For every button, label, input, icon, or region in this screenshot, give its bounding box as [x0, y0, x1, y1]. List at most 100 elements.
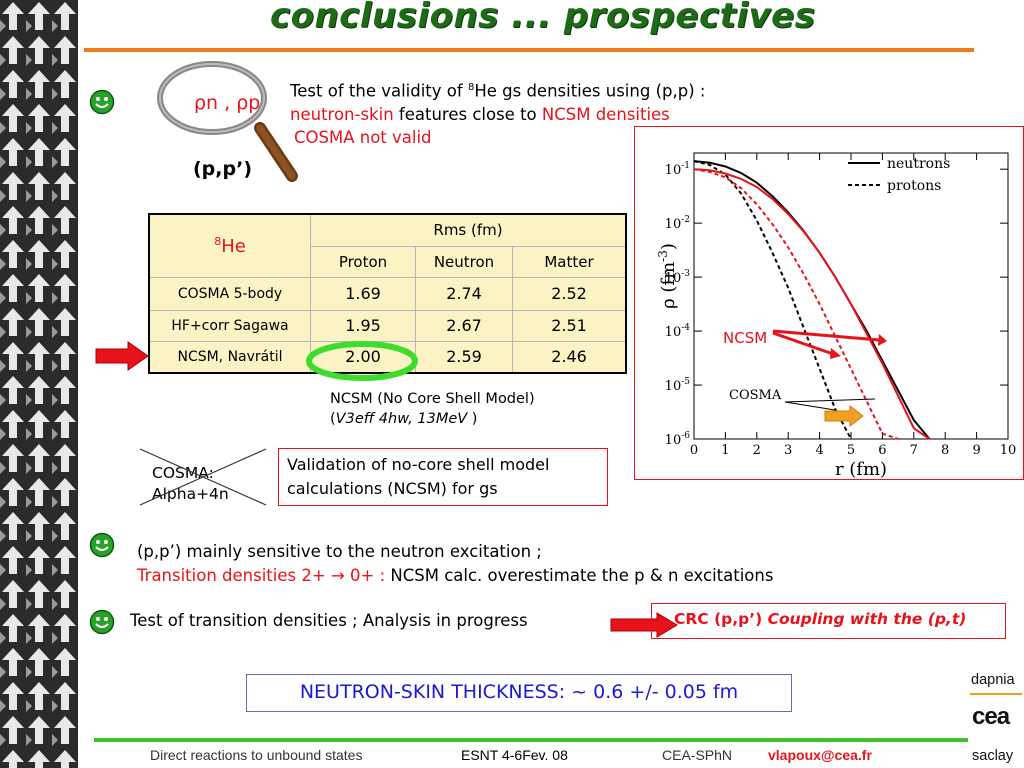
red-arrow-icon	[95, 341, 149, 371]
y-axis-label: ρ (fm-3)	[656, 243, 679, 309]
ncsm-note: NCSM (No Core Shell Model) (V3eff 4hw, 1…	[330, 389, 535, 429]
table-cell: 2.51	[512, 309, 627, 342]
rho-labels: ρn , ρp	[194, 92, 260, 114]
text-span: Test of the validity of	[290, 81, 468, 101]
y-tick-label: 10-1	[665, 161, 690, 178]
superscript: 8	[214, 234, 222, 248]
rms-table: 8He Rms (fm) Proton Neutron Matter COSMA…	[148, 213, 627, 374]
pp-label: (p,p’)	[193, 158, 253, 180]
text-span: He gs densities using (p,p) :	[474, 81, 706, 101]
column-header: Neutron	[415, 245, 513, 278]
rho-n-label: ρn	[194, 92, 219, 114]
text-line: COSMA:	[152, 464, 214, 482]
series-line-cosma-protons	[693, 160, 852, 440]
cea-logo: cea	[972, 703, 1010, 730]
y-tick-label: 10-6	[665, 431, 691, 448]
table-cell: 2.52	[512, 276, 627, 311]
orange-arrow-icon	[824, 404, 864, 428]
x-tick-label: 8	[941, 443, 949, 458]
footer-divider	[94, 738, 968, 742]
text-span: He	[221, 235, 246, 257]
table-cell: 1.95	[310, 309, 416, 342]
crc-box: CRC (p,p’) Coupling with the (p,t)	[651, 603, 1006, 639]
column-header: Proton	[310, 245, 416, 278]
density-chart-frame: 0 1 2 3 4 5 6 7 8 9 10 10-1 10-2 10-3 10-4 10-5 10-6 r (f…	[634, 126, 1024, 480]
arrow-icon: →	[330, 566, 345, 585]
annotation-pointer	[784, 398, 876, 403]
magnifier-icon	[157, 61, 298, 182]
x-tick-label: 2	[753, 443, 761, 458]
title-underline	[84, 48, 974, 52]
superscript: 8	[467, 82, 475, 93]
footer-email[interactable]: vlapoux@cea.fr	[768, 747, 872, 763]
footer-org: CEA-SPhN	[662, 747, 733, 763]
text-span: NCSM calc. overestimate the p & n excita…	[390, 566, 774, 585]
x-tick-label: 6	[878, 443, 886, 458]
row-label: NCSM, Navrátil	[148, 340, 311, 374]
text-span: Coupling with the (p,t)	[767, 610, 967, 628]
decorative-pattern	[0, 0, 78, 768]
legend-label: neutrons	[887, 156, 950, 172]
column-header: Matter	[512, 245, 627, 278]
annotation-ncsm: NCSM	[723, 329, 767, 347]
table-cell: 2.59	[415, 340, 513, 374]
table-cell: 2.67	[415, 309, 513, 342]
legend-label: protons	[887, 178, 941, 194]
text-span: )	[467, 411, 478, 427]
x-tick-label: 3	[784, 443, 792, 458]
annotation-arrowhead	[830, 348, 841, 359]
rho-p-label: ρp	[236, 92, 261, 114]
table-cell: 1.69	[310, 276, 416, 311]
series-line-ncsm-neutrons	[693, 168, 931, 440]
table-group-header: Rms (fm)	[310, 213, 627, 247]
text-span: neutron-skin	[290, 104, 394, 124]
text-line: (p,p’) mainly sensitive to the neutron e…	[137, 542, 542, 561]
annotation-arrow	[772, 331, 834, 356]
saclay-logo: saclay	[972, 748, 1014, 764]
annotation-pointer	[784, 401, 836, 411]
table-cell: 2.74	[415, 276, 513, 311]
validation-box: Validation of no-core shell model calcul…	[278, 448, 608, 506]
validity-text: Test of the validity of 8He gs densities…	[290, 76, 705, 149]
text-span: features close to	[393, 104, 542, 124]
conclusion-box: NEUTRON-SKIN THICKNESS: ~ 0.6 +/- 0.05 f…	[246, 674, 792, 712]
decorative-side-strip	[0, 0, 78, 768]
comma: ,	[218, 92, 231, 114]
text-span: NCSM densities	[541, 104, 670, 124]
y-tick-label: 10-4	[665, 323, 691, 340]
annotation-arrowhead	[878, 334, 887, 346]
page-title: conclusions ... prospectives	[270, 0, 816, 36]
row-label: HF+corr Sagawa	[148, 309, 311, 342]
text-span: V3eff 4hw, 13MeV	[335, 411, 468, 427]
x-tick-label: 0	[690, 443, 698, 458]
table-corner: 8He	[148, 213, 311, 278]
footer-title: Direct reactions to unbound states	[150, 747, 363, 763]
pp-sensitivity-text: (p,p’) mainly sensitive to the neutron e…	[137, 540, 773, 588]
logo-divider	[970, 693, 1022, 695]
series-line-ncsm-protons	[693, 168, 899, 440]
x-axis-label: r (fm)	[835, 459, 887, 478]
text-line: NCSM (No Core Shell Model)	[330, 391, 535, 407]
x-tick-label: 9	[972, 443, 980, 458]
annotation-cosma: COSMA	[729, 388, 782, 403]
smiley-bullet-icon	[89, 532, 115, 558]
y-tick-label: 10-5	[665, 377, 691, 394]
table-row: HF+corr Sagawa 1.95 2.67 2.51	[148, 309, 627, 342]
annotation-arrow	[772, 329, 880, 342]
smiley-bullet-icon	[89, 89, 115, 115]
transition-densities-text: Test of transition densities ; Analysis …	[130, 611, 528, 630]
table-cell: 2.46	[512, 340, 627, 374]
text-span: 0+ :	[344, 566, 391, 585]
table-row: COSMA 5-body 1.69 2.74 2.52	[148, 276, 627, 311]
red-arrow-icon	[610, 612, 678, 638]
x-tick-label: 5	[847, 443, 855, 458]
text-line: Alpha+4n	[152, 485, 229, 503]
row-label: COSMA 5-body	[148, 276, 311, 311]
cross-out-lines	[139, 448, 267, 506]
y-tick-label: 10-2	[665, 215, 690, 232]
text-span: (	[330, 411, 336, 427]
x-tick-label: 4	[815, 443, 823, 458]
cosma-not-valid-text: COSMA not valid	[294, 127, 432, 147]
smiley-bullet-icon	[89, 609, 115, 635]
